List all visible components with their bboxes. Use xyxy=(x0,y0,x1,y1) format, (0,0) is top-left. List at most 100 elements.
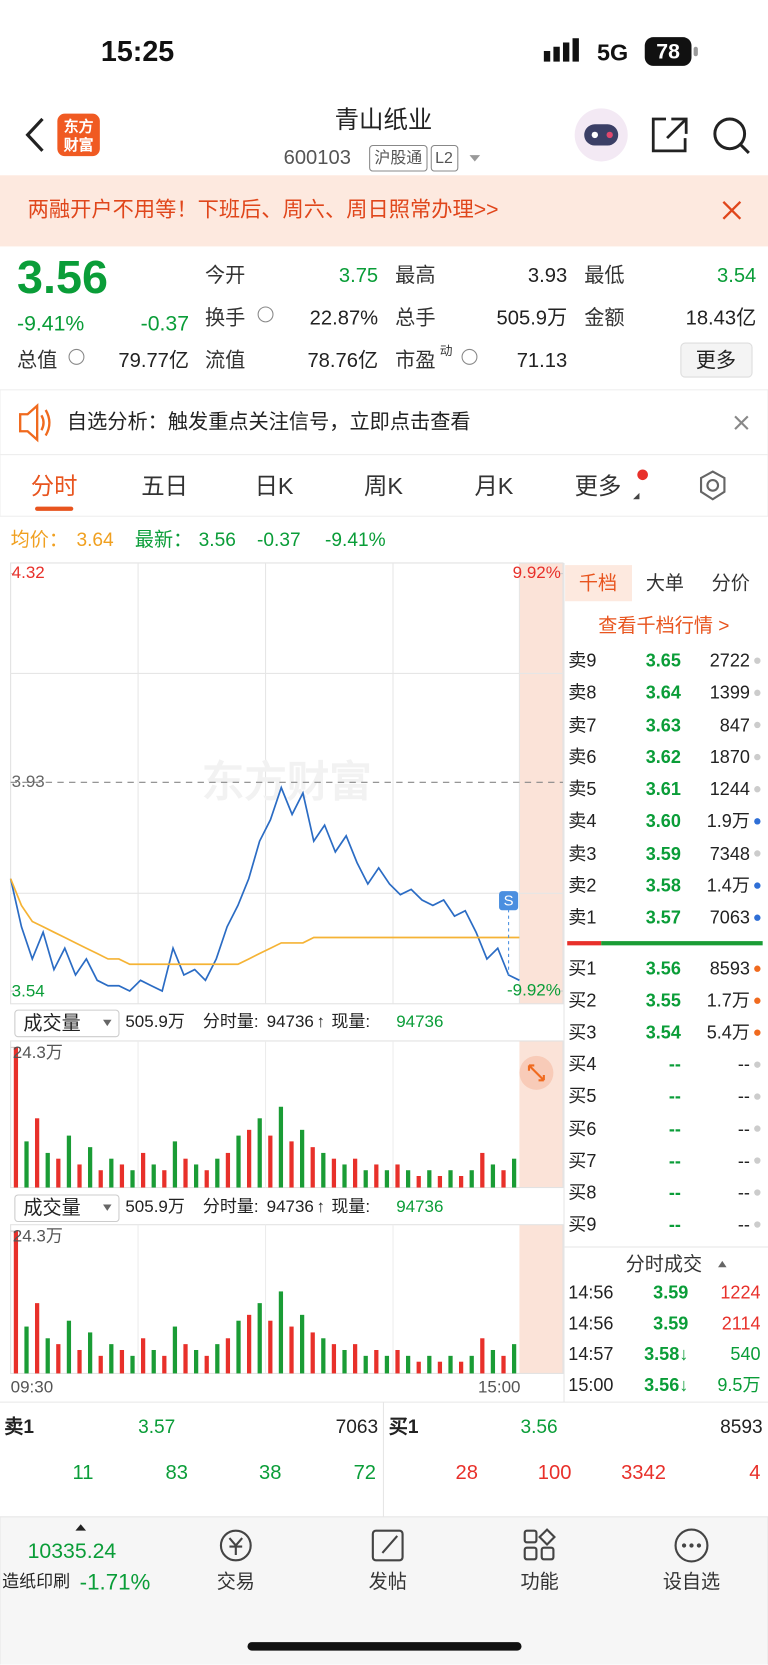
avatar-eye xyxy=(606,131,613,139)
avatar-face xyxy=(584,124,619,146)
info-icon[interactable] xyxy=(461,348,478,365)
trade-time: 15:00 xyxy=(568,1375,614,1396)
book-tab[interactable]: 千档 xyxy=(578,572,618,594)
volume-bar xyxy=(109,1344,114,1374)
banner-text[interactable]: 两融开户不用等！下班后、周六、周日照常办理>> xyxy=(27,198,499,222)
settings-icon[interactable] xyxy=(699,470,726,501)
more-button[interactable] xyxy=(680,342,753,378)
book-price: 3.56 xyxy=(645,958,681,979)
book-volume: 1.9万 xyxy=(706,811,750,832)
change-pct: -9.41% xyxy=(16,312,85,336)
volume-bar xyxy=(66,1135,72,1188)
book-dot xyxy=(754,818,761,825)
search-icon[interactable] xyxy=(713,117,750,155)
badge-dot xyxy=(637,469,648,481)
tab[interactable]: 分时 xyxy=(30,472,78,500)
volume-bar xyxy=(162,1355,167,1374)
book-level: 卖3 xyxy=(568,843,597,864)
book-link[interactable]: 查看千档行情 > xyxy=(598,615,730,637)
notice-text[interactable]: 自选分析：触发重点关注信号，立即点击查看 xyxy=(66,411,471,434)
volume-bar xyxy=(215,1158,220,1188)
volume-label: 现量: xyxy=(331,1198,371,1217)
y-tick-label: 3.93 xyxy=(11,772,45,791)
info-icon[interactable] xyxy=(68,348,85,365)
close-button[interactable] xyxy=(722,200,742,220)
volume-bar xyxy=(34,1303,40,1374)
volume-label: 现量: xyxy=(331,1013,371,1032)
legend-label: 最新： xyxy=(134,528,193,551)
nav-item[interactable]: 交易 xyxy=(216,1570,255,1593)
field-label: 流值 xyxy=(205,349,246,373)
nav-item[interactable]: 功能 xyxy=(520,1570,559,1593)
tab[interactable]: 五日 xyxy=(141,472,189,500)
nav-item[interactable]: 发帖 xyxy=(368,1570,407,1593)
book-volume: -- xyxy=(737,1086,750,1107)
volume-label: 分时量: xyxy=(202,1198,259,1217)
volume-total: 505.9万 xyxy=(125,1198,185,1217)
more-button[interactable]: 更多 xyxy=(695,349,737,373)
order-size: 38 xyxy=(259,1462,282,1485)
volume-bar xyxy=(56,1344,61,1374)
selector-caret xyxy=(103,1019,112,1027)
share-icon[interactable] xyxy=(651,117,688,153)
nav-item[interactable]: 设自选 xyxy=(662,1570,721,1593)
volume-bar xyxy=(24,1141,29,1188)
volume-bar xyxy=(278,1291,284,1374)
book-volume: -- xyxy=(737,1182,750,1203)
volume-bar xyxy=(45,1338,50,1374)
trade-price: 3.58↓ xyxy=(644,1344,689,1365)
expand-caret[interactable] xyxy=(75,1524,87,1531)
volume-bar xyxy=(98,1170,103,1188)
grid-lines xyxy=(137,1040,394,1374)
book-volume: 847 xyxy=(719,714,750,736)
signal-text: S xyxy=(504,894,514,910)
tab[interactable]: 周K xyxy=(363,472,403,500)
book-dot xyxy=(754,721,761,729)
book-volume: 2722 xyxy=(709,650,750,671)
volume-bar xyxy=(374,1164,379,1188)
home-indicator xyxy=(247,1642,522,1651)
trade-time: 14:56 xyxy=(568,1282,614,1303)
back-button[interactable] xyxy=(25,117,44,152)
logo-text: 东方 xyxy=(63,117,94,135)
price-line xyxy=(9,785,520,993)
book-dot xyxy=(754,914,761,921)
chart-frame xyxy=(10,1040,564,1189)
volume-bar xyxy=(501,1170,506,1188)
book-dot xyxy=(754,1157,761,1164)
book-level: 买3 xyxy=(568,1022,597,1043)
book-dot xyxy=(754,850,761,857)
book-tab[interactable]: 分价 xyxy=(711,572,750,594)
dropdown-caret[interactable] xyxy=(469,155,481,162)
field-value: 22.87% xyxy=(309,307,379,330)
book-dot xyxy=(754,882,761,889)
y2-tick-label: 9.92% xyxy=(512,564,561,583)
price: 3.56 xyxy=(16,251,108,304)
volume-bar xyxy=(257,1118,262,1188)
volume-total: 505.9万 xyxy=(125,1013,185,1032)
book-level: 买7 xyxy=(568,1150,597,1171)
volume-bar xyxy=(363,1355,368,1374)
volume-bar xyxy=(236,1135,241,1188)
close-button[interactable] xyxy=(734,415,749,430)
info-icon[interactable] xyxy=(257,306,274,323)
legend-label: 均价： xyxy=(10,528,68,551)
order-size: 4 xyxy=(749,1462,761,1485)
field-value: 78.76亿 xyxy=(307,349,379,373)
tab-bar xyxy=(0,454,768,517)
field-label: 最低 xyxy=(584,265,625,288)
legend-value: 3.64 xyxy=(76,528,114,551)
book-tab[interactable]: 大单 xyxy=(645,572,685,594)
tab[interactable]: 日K xyxy=(254,472,294,500)
tab[interactable]: 月K xyxy=(474,472,514,500)
book-dot xyxy=(754,1189,761,1196)
tab[interactable]: 更多 xyxy=(574,472,622,500)
volume-selector[interactable] xyxy=(14,1194,120,1223)
volume-bar xyxy=(384,1355,390,1374)
depth-volume: 8593 xyxy=(720,1415,763,1438)
book-dot xyxy=(754,657,761,664)
volume-selector[interactable] xyxy=(14,1009,120,1038)
volume-bar xyxy=(331,1344,337,1374)
book-price: 3.62 xyxy=(645,746,681,768)
